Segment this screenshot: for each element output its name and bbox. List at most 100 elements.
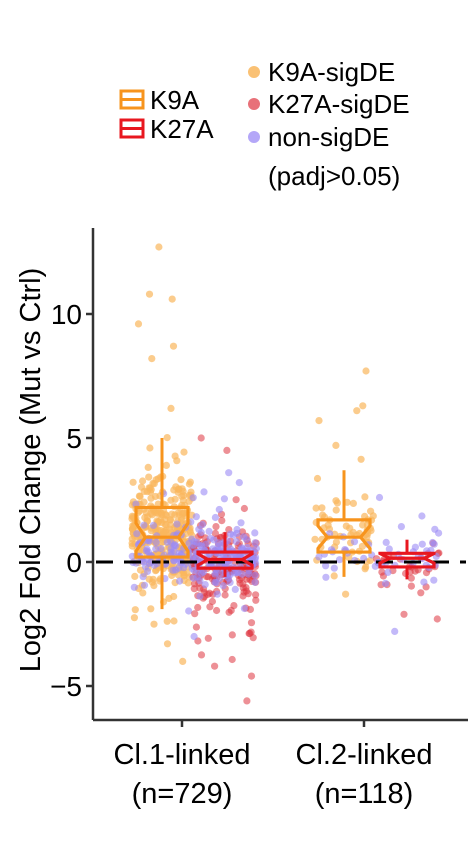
data-point-k9a-sigde-4-31 [342,590,350,598]
data-point-k9a-sigde-4-24 [358,542,366,550]
data-point-k9a-sigde-0-o0 [155,243,163,251]
data-point-k9a-sigde-4-37 [346,524,354,532]
boxes-layer [134,438,436,610]
y-tick-label-10: 10 [51,299,82,330]
y-tick-label--5: −5 [50,671,82,702]
data-point-k9a-sigde-0-62 [144,463,152,471]
data-point-non-sigde-3-140 [251,555,259,563]
data-point-k9a-sigde-0-291 [170,592,178,601]
data-point-k27a-sigde-2-9 [197,651,206,659]
data-point-k9a-sigde-0-o2 [168,295,176,303]
data-point-non-sigde-7-2 [411,543,419,551]
data-point-non-sigde-3-94 [251,539,259,547]
data-point-non-sigde-3-0 [251,578,259,586]
legend-k9a-sigde-label: K9A-sigDE [268,57,395,87]
box-k9a-cat1 [316,470,372,577]
y-axis-label: Log2 Fold Change (Mut vs Ctrl) [15,268,47,673]
data-point-k9a-sigde-0-309 [161,515,169,524]
data-point-k27a-sigde-2-160 [244,590,252,598]
data-point-k27a-sigde-2-o1 [223,446,231,454]
data-point-k9a-sigde-0-286 [173,457,181,465]
data-point-k9a-sigde-0-185 [145,473,153,481]
data-point-non-sigde-7-24 [429,538,437,547]
data-point-k9a-sigde-0-297 [128,535,136,543]
data-point-k9a-sigde-0-o1 [145,290,154,298]
data-point-k9a-sigde-4-49 [349,499,357,507]
data-point-k27a-sigde-6-15 [417,589,425,597]
legend-k27a-sigde-label: K27A-sigDE [268,89,410,119]
data-point-k9a-sigde-4-23 [318,504,326,512]
point-legend: K9A-sigDE K27A-sigDE non-sigDE (padj>0.0… [248,57,410,191]
data-point-k9a-sigde-0-223 [167,404,175,412]
data-point-k27a-sigde-2-164 [204,573,212,581]
data-point-k9a-sigde-0-o3 [134,320,143,328]
data-point-non-sigde-3-81 [240,533,248,541]
data-point-k9a-sigde-0-268 [145,575,153,583]
data-point-k27a-sigde-2-o2 [243,697,251,705]
data-point-k9a-sigde-0-237 [186,478,194,486]
data-point-k27a-sigde-2-51 [221,591,229,599]
data-point-non-sigde-3-113 [189,574,197,582]
data-point-k9a-sigde-0-300 [143,488,151,496]
data-point-k9a-sigde-4-o1 [359,402,367,410]
data-point-k27a-sigde-6-7 [400,610,408,618]
data-point-non-sigde-1-87 [172,542,180,550]
y-tick-label-5: 5 [66,423,82,454]
data-point-k9a-sigde-4-o2 [353,407,361,415]
data-point-k9a-sigde-0-204 [131,572,139,581]
data-point-non-sigde-3-109 [189,494,197,502]
data-point-non-sigde-1-4 [133,530,141,538]
data-point-k9a-sigde-0-124 [129,478,137,486]
data-point-non-sigde-3-38 [220,495,228,503]
data-point-k9a-sigde-0-315 [180,448,188,456]
data-point-k27a-sigde-6-10 [407,582,415,590]
data-point-non-sigde-3-101 [226,578,234,587]
data-point-k9a-sigde-4-13 [311,535,319,543]
data-point-non-sigde-1-47 [140,581,149,589]
data-point-non-sigde-7-o0 [375,493,384,502]
data-point-k27a-sigde-2-135 [213,606,221,615]
data-point-k27a-sigde-2-o0 [197,434,205,442]
data-point-k27a-sigde-2-o4 [211,662,219,670]
data-point-k9a-sigde-0-5 [150,620,158,628]
data-point-k9a-sigde-4-28 [312,504,320,512]
legend-non-sigde-sublabel: (padj>0.05) [268,161,400,191]
data-point-non-sigde-3-115 [196,592,204,600]
legend-k27a-sigde-dot [248,98,260,110]
data-point-k9a-sigde-0-257 [163,617,171,625]
data-point-non-sigde-3-80 [190,632,198,641]
data-point-k9a-sigde-0-42 [147,605,155,613]
data-point-non-sigde-5-3 [322,562,330,570]
data-point-non-sigde-3-89 [231,585,239,594]
data-point-k27a-sigde-2-17 [194,603,202,612]
y-tick-label-0: 0 [66,547,82,578]
data-point-non-sigde-3-83 [202,540,210,548]
data-point-non-sigde-3-97 [232,568,240,577]
data-point-k9a-sigde-0-201 [140,498,148,506]
data-point-k9a-sigde-0-218 [139,477,147,485]
data-point-k27a-sigde-2-147 [232,496,240,504]
data-point-k9a-sigde-4-41 [332,538,340,546]
data-point-non-sigde-3-149 [232,538,240,546]
data-point-k9a-sigde-0-167 [136,492,144,500]
data-point-non-sigde-3-111 [219,582,227,590]
data-point-k9a-sigde-0-272 [171,495,179,503]
legend-k9a-sigde-dot [248,66,260,78]
data-point-k9a-sigde-0-o4 [169,342,178,350]
box-body [378,551,436,569]
box-legend: K9A K27A [119,85,214,144]
data-point-non-sigde-1-2 [139,573,147,581]
data-point-k9a-sigde-4-1 [357,455,365,463]
x-tick-label-cl1: Cl.1-linked [114,739,251,771]
data-point-k9a-sigde-4-36 [330,572,338,580]
data-point-k9a-sigde-4-38 [332,497,340,505]
data-point-non-sigde-3-114 [244,570,252,578]
data-point-k27a-sigde-2-69 [228,631,236,639]
data-point-k27a-sigde-2-110 [227,606,235,615]
legend-k9a-label: K9A [150,85,200,115]
data-point-non-sigde-7-o1 [391,627,399,636]
x-tick-label-cl1-n: (n=729) [132,778,233,810]
data-point-k9a-sigde-0-53 [184,579,192,587]
data-point-k9a-sigde-0-o5 [148,355,156,363]
data-point-non-sigde-1-28 [169,566,177,574]
